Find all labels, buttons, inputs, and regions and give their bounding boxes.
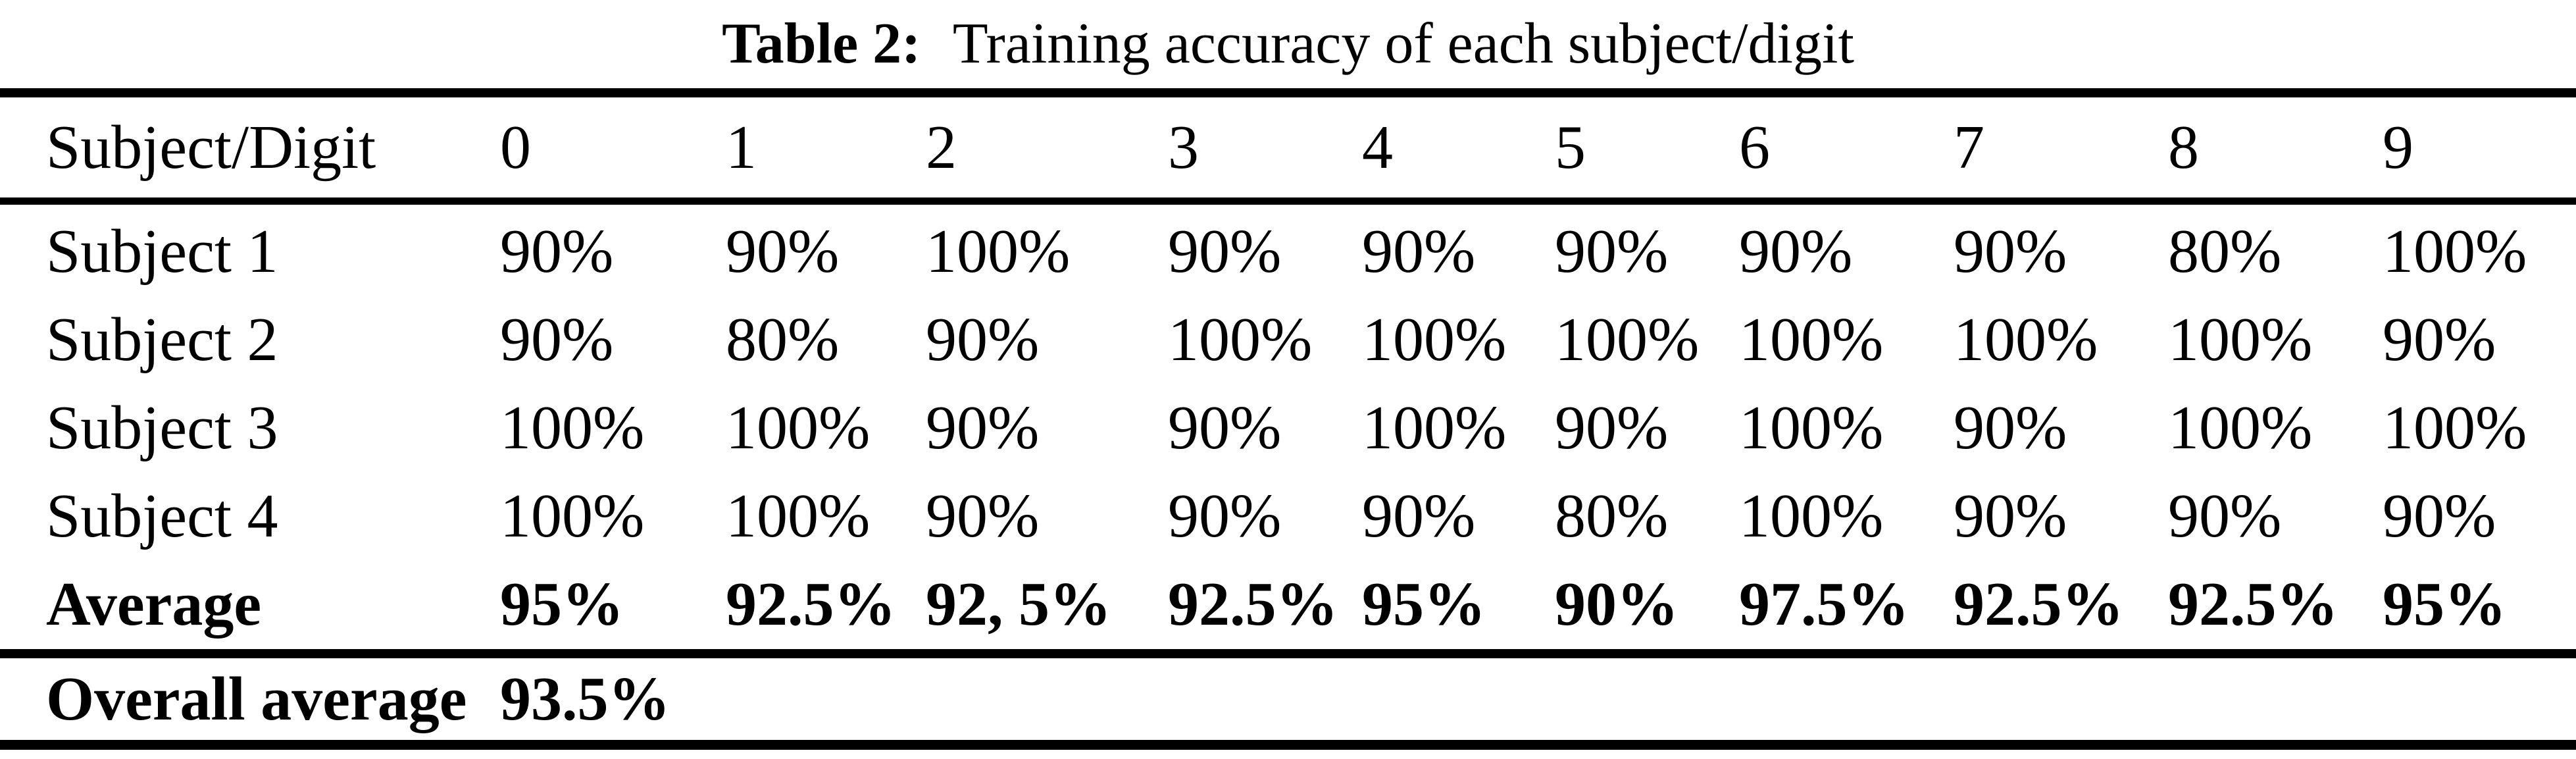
cell: 100% [926,217,1071,286]
cell: 90% [2383,305,2496,374]
column-header-digit: 6 [1739,113,1770,182]
cell: 95% [2383,570,2506,639]
cell: 100% [1954,305,2098,374]
cell: 80% [726,305,840,374]
rule-lower [0,649,2576,658]
cell: 90% [500,305,614,374]
cell: 100% [1555,305,1700,374]
cell: 90% [500,217,614,286]
cell: 100% [500,394,645,462]
cell: 80% [2168,217,2282,286]
rule-bottom [0,740,2576,750]
cell: 90% [1362,217,1476,286]
table-body: Subject 1 90% 90% 100% 90% 90% 90% 90% 90% 80% 100… [0,207,2576,648]
footer-row: Overall average 93.5% [0,658,2576,740]
cell: 100% [2383,217,2527,286]
column-header-digit: 2 [926,113,957,182]
column-header-digit: 0 [500,113,531,182]
header-row: Subject/Digit 0 1 2 3 4 5 6 7 8 9 [0,97,2576,197]
column-header-digit: 8 [2168,113,2199,182]
cell: 100% [1362,305,1507,374]
cell: 90% [1168,217,1282,286]
table-row: Subject 4 100% 100% 90% 90% 90% 80% 100% 90% 90% 9… [0,472,2576,560]
row-label: Subject 3 [46,394,278,462]
column-header-digit: 3 [1168,113,1199,182]
cell: 90% [2383,482,2496,550]
cell: 90% [1555,394,1669,462]
cell: 90% [2168,482,2282,550]
rule-top [0,88,2576,97]
row-label: Subject 1 [46,217,278,286]
cell: 90% [1954,217,2067,286]
cell: 100% [726,482,871,550]
cell: 95% [500,570,624,639]
cell: 97.5% [1739,570,1909,639]
cell: 90% [1362,482,1476,550]
cell: 92.5% [726,570,896,639]
cell: 100% [1168,305,1313,374]
cell: 92, 5% [926,570,1111,639]
table-row: Subject 1 90% 90% 100% 90% 90% 90% 90% 90% 80% 100… [0,207,2576,296]
cell: 100% [1739,482,1884,550]
cell: 100% [1739,394,1884,462]
cell: 100% [2383,394,2527,462]
column-header-digit: 1 [726,113,757,182]
table-caption: Table 2: Training accuracy of each subje… [0,0,2576,87]
cell: 100% [2168,394,2313,462]
caption-text: Training accuracy of each subject/digit [952,11,1854,76]
table-row: Subject 2 90% 80% 90% 100% 100% 100% 100% 100% 10… [0,296,2576,384]
table-row: Subject 3 100% 100% 90% 90% 100% 90% 100% 90% 100… [0,384,2576,472]
cell: 100% [1739,305,1884,374]
cell: 90% [926,394,1040,462]
row-label: Subject 2 [46,305,278,374]
cell: 90% [1555,570,1679,639]
cell: 90% [1954,394,2067,462]
cell: 92.5% [1954,570,2124,639]
cell: 100% [1362,394,1507,462]
rule-mid [0,197,2576,205]
column-header-digit: 4 [1362,113,1393,182]
cell: 92.5% [1168,570,1338,639]
cell: 90% [726,217,840,286]
cell: 90% [926,305,1040,374]
footer-label: Overall average [46,665,467,733]
cell: 90% [1555,217,1669,286]
row-label: Average [46,570,262,639]
column-header-digit: 7 [1954,113,1984,182]
cell: 100% [726,394,871,462]
cell: 100% [500,482,645,550]
cell: 90% [1954,482,2067,550]
footer-value: 93.5% [500,665,670,733]
row-label: Subject 4 [46,482,278,550]
cell: 90% [1168,482,1282,550]
cell: 90% [1739,217,1853,286]
cell: 80% [1555,482,1669,550]
cell: 90% [1168,394,1282,462]
column-header-digit: 9 [2383,113,2413,182]
table-row: Average 95% 92.5% 92, 5% 92.5% 95% 90% 97.5% 92.… [0,560,2576,648]
cell: 92.5% [2168,570,2338,639]
column-header-subject-digit: Subject/Digit [46,113,376,182]
cell: 90% [926,482,1040,550]
cell: 95% [1362,570,1486,639]
caption-label: Table 2: [722,11,921,76]
column-header-digit: 5 [1555,113,1586,182]
cell: 100% [2168,305,2313,374]
